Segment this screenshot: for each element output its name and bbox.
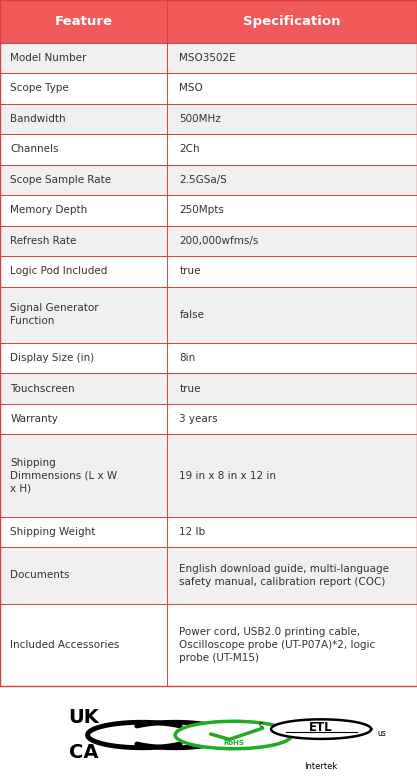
Text: Signal Generator
Function: Signal Generator Function bbox=[10, 303, 99, 326]
Bar bbox=[0, 373, 417, 404]
Bar bbox=[0, 343, 417, 373]
Text: Included Accessories: Included Accessories bbox=[10, 640, 120, 650]
Text: MSO: MSO bbox=[179, 83, 203, 93]
Text: Refresh Rate: Refresh Rate bbox=[10, 236, 77, 246]
Text: 3 years: 3 years bbox=[179, 414, 218, 424]
Circle shape bbox=[175, 721, 292, 749]
Text: Display Size (in): Display Size (in) bbox=[10, 354, 95, 363]
Bar bbox=[0, 134, 417, 165]
Text: us: us bbox=[377, 728, 386, 738]
Bar bbox=[0, 604, 417, 686]
Bar bbox=[0, 226, 417, 256]
Text: Power cord, USB2.0 printing cable,
Oscilloscope probe (UT-P07A)*2, logic
probe (: Power cord, USB2.0 printing cable, Oscil… bbox=[179, 627, 376, 662]
Text: 500MHz: 500MHz bbox=[179, 114, 221, 124]
Polygon shape bbox=[271, 720, 371, 739]
Text: Shipping
Dimmensions (L x W
x H): Shipping Dimmensions (L x W x H) bbox=[10, 458, 118, 493]
Bar bbox=[0, 256, 417, 287]
Text: MSO3502E: MSO3502E bbox=[179, 53, 236, 63]
Text: 8in: 8in bbox=[179, 354, 196, 363]
Bar bbox=[0, 73, 417, 103]
Text: true: true bbox=[179, 267, 201, 276]
Text: 19 in x 8 in x 12 in: 19 in x 8 in x 12 in bbox=[179, 470, 276, 481]
Text: Warranty: Warranty bbox=[10, 414, 58, 424]
Text: ETL: ETL bbox=[309, 720, 333, 734]
Text: Scope Type: Scope Type bbox=[10, 83, 69, 93]
Text: Scope Sample Rate: Scope Sample Rate bbox=[10, 175, 112, 185]
Text: Shipping Weight: Shipping Weight bbox=[10, 527, 96, 537]
Text: Feature: Feature bbox=[54, 15, 113, 28]
Text: CA: CA bbox=[69, 743, 98, 762]
Text: Memory Depth: Memory Depth bbox=[10, 205, 88, 216]
Text: true: true bbox=[179, 383, 201, 394]
Bar bbox=[0, 103, 417, 134]
Text: 2.5GSa/S: 2.5GSa/S bbox=[179, 175, 227, 185]
Text: 12 lb: 12 lb bbox=[179, 527, 206, 537]
Text: English download guide, multi-language
safety manual, calibration report (COC): English download guide, multi-language s… bbox=[179, 564, 389, 587]
Text: UK: UK bbox=[68, 708, 99, 727]
Bar bbox=[0, 404, 417, 434]
Text: Touchscreen: Touchscreen bbox=[10, 383, 75, 394]
Bar bbox=[0, 165, 417, 195]
Text: Channels: Channels bbox=[10, 144, 59, 154]
Text: c: c bbox=[258, 720, 263, 728]
Text: 250Mpts: 250Mpts bbox=[179, 205, 224, 216]
Text: Specification: Specification bbox=[243, 15, 341, 28]
Text: 200,000wfms/s: 200,000wfms/s bbox=[179, 236, 259, 246]
Bar bbox=[0, 0, 417, 42]
Text: Bandwidth: Bandwidth bbox=[10, 114, 66, 124]
Text: Logic Pod Included: Logic Pod Included bbox=[10, 267, 108, 276]
Bar bbox=[0, 547, 417, 604]
Bar bbox=[0, 287, 417, 343]
Bar bbox=[0, 517, 417, 547]
Bar bbox=[0, 42, 417, 73]
Bar bbox=[0, 195, 417, 226]
Text: RoHS: RoHS bbox=[223, 740, 244, 746]
Bar bbox=[0, 434, 417, 517]
Text: 2Ch: 2Ch bbox=[179, 144, 200, 154]
Text: Intertek: Intertek bbox=[304, 762, 338, 771]
Text: false: false bbox=[179, 310, 204, 320]
Text: Model Number: Model Number bbox=[10, 53, 87, 63]
Text: Documents: Documents bbox=[10, 571, 70, 580]
